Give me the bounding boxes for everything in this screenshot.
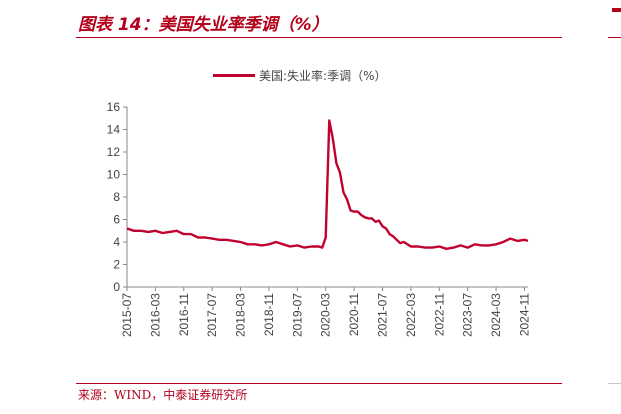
x-tick-label: 2019-07 — [290, 293, 304, 337]
y-tick-label: 6 — [113, 213, 120, 227]
figure-title: 图表 14：美国失业率季调（%） — [78, 15, 329, 35]
x-tick-label: 2022-03 — [404, 293, 418, 337]
y-tick-label: 16 — [107, 100, 121, 114]
x-tick-label: 2018-03 — [234, 293, 248, 337]
x-tick-label: 2015-07 — [120, 293, 134, 337]
x-tick-label: 2024-11 — [517, 293, 531, 336]
y-tick-label: 0 — [113, 280, 120, 294]
x-tick-label: 2016-03 — [148, 293, 162, 337]
x-tick-label: 2020-03 — [319, 293, 333, 337]
adjacent-figure-rule — [608, 37, 621, 38]
adjacent-figure-source-rule — [608, 383, 621, 384]
adjacent-figure-title-fragment — [612, 8, 621, 12]
y-tick-label: 2 — [113, 258, 120, 272]
chart-tick-labels: 0 2 4 6 8 10 12 14 16 2015-07 2016-03 2016-11 2017-0… — [107, 100, 532, 337]
x-tick-label: 2018-11 — [262, 293, 276, 336]
chart-axes — [123, 106, 528, 291]
x-tick-label: 2024-03 — [489, 293, 503, 337]
y-tick-label: 14 — [107, 123, 121, 137]
title-rule — [76, 37, 562, 38]
source-note: 来源：WIND，中泰证券研究所 — [78, 388, 248, 402]
legend-label: 美国:失业率:季调（%） — [259, 69, 387, 83]
y-tick-label: 12 — [107, 145, 121, 159]
x-tick-label: 2017-07 — [205, 293, 219, 337]
x-tick-label: 2022-11 — [432, 293, 446, 336]
source-rule — [76, 383, 562, 384]
y-tick-label: 8 — [113, 190, 120, 204]
legend-swatch — [213, 74, 255, 77]
x-tick-label: 2023-07 — [461, 293, 475, 337]
x-tick-label: 2016-11 — [177, 293, 191, 336]
y-tick-label: 4 — [113, 235, 120, 249]
y-tick-label: 10 — [107, 168, 121, 182]
chart-legend: 美国:失业率:季调（%） — [213, 67, 387, 84]
x-tick-label: 2020-11 — [347, 293, 361, 336]
x-tick-label: 2021-07 — [376, 293, 390, 337]
series-line — [126, 119, 529, 250]
chart-series — [126, 119, 529, 250]
